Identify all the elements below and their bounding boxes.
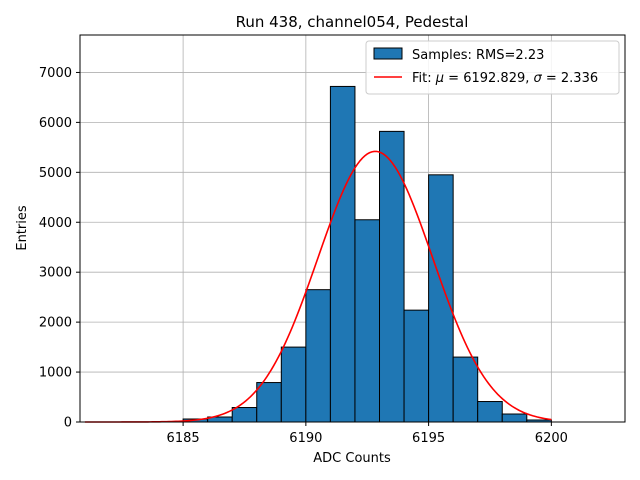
x-tick-label: 6185 bbox=[167, 431, 200, 446]
x-axis-label: ADC Counts bbox=[313, 451, 391, 466]
chart-title: Run 438, channel054, Pedestal bbox=[236, 13, 469, 31]
y-tick-label: 5000 bbox=[39, 166, 72, 181]
histogram-bar bbox=[354, 219, 381, 423]
legend-fit-sigma-symbol: σ bbox=[534, 71, 543, 86]
y-tick-label: 7000 bbox=[39, 66, 72, 81]
y-axis-ticks: 0 1000 2000 3000 4000 5000 6000 7000 bbox=[39, 66, 80, 431]
histogram-bar bbox=[231, 407, 258, 423]
legend-fit-label: Fit: μ = 6192.829, σ = 2.336 bbox=[412, 71, 598, 86]
y-tick-label: 2000 bbox=[39, 316, 72, 331]
legend-fit-sigma-value: = 2.336 bbox=[542, 71, 598, 86]
histogram-bar bbox=[452, 356, 479, 423]
y-axis-label: Entries bbox=[15, 205, 30, 251]
histogram-bar bbox=[280, 346, 307, 423]
legend-fit-prefix: Fit: bbox=[412, 71, 436, 86]
legend-fit-mu-symbol: μ bbox=[435, 71, 444, 86]
histogram-bar bbox=[501, 413, 528, 423]
histogram-bar bbox=[403, 309, 430, 423]
y-tick-label: 0 bbox=[64, 416, 72, 431]
plot-frame bbox=[79, 34, 626, 423]
histogram-bars bbox=[182, 85, 552, 423]
y-tick-label: 1000 bbox=[39, 366, 72, 381]
histogram-bar bbox=[305, 289, 331, 423]
histogram-bar bbox=[329, 85, 356, 423]
legend: Samples: RMS=2.23 Fit: μ = 6192.829, σ =… bbox=[365, 40, 620, 95]
legend-histogram-swatch bbox=[373, 47, 403, 60]
histogram-bar bbox=[256, 382, 282, 423]
legend-box bbox=[365, 40, 620, 95]
legend-histogram-label: Samples: RMS=2.23 bbox=[412, 48, 544, 63]
histogram-bar bbox=[477, 401, 503, 423]
x-tick-label: 6200 bbox=[535, 431, 568, 446]
x-axis-ticks: 6185 6190 6195 6200 bbox=[167, 422, 568, 446]
y-tick-label: 6000 bbox=[39, 116, 72, 131]
y-tick-label: 4000 bbox=[39, 216, 72, 231]
x-tick-label: 6190 bbox=[289, 431, 322, 446]
legend-fit-mu-value: = 6192.829, bbox=[444, 71, 533, 86]
y-tick-label: 3000 bbox=[39, 266, 72, 281]
histogram-bar bbox=[428, 174, 454, 423]
x-tick-label: 6195 bbox=[412, 431, 445, 446]
histogram-bar bbox=[379, 130, 405, 423]
